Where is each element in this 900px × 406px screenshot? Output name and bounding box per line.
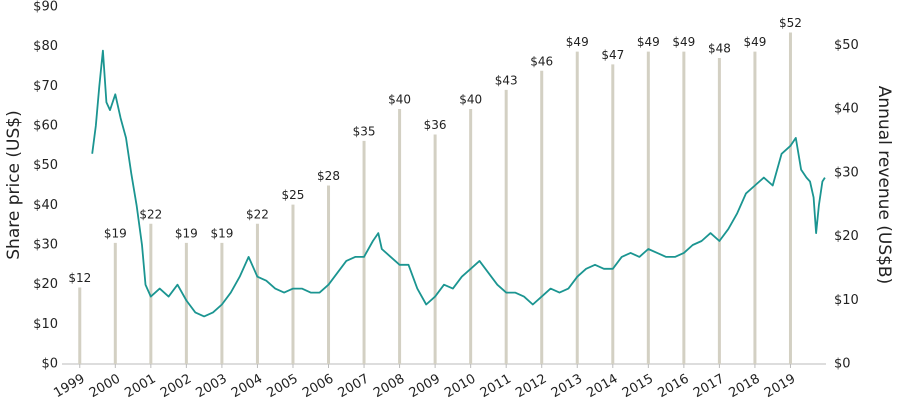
value-label: $28 [317,169,340,183]
revenue-bar [717,58,721,364]
value-label: $19 [175,226,198,240]
y-tick-label: $40 [33,198,58,213]
revenue-bar [113,242,117,364]
revenue-bar [575,51,579,364]
value-label: $25 [282,188,305,202]
x-tick-label: 2012 [513,372,549,402]
revenue-bar [646,51,650,364]
value-label: $46 [530,54,553,68]
x-tick-label: 2005 [265,372,301,402]
value-label: $40 [459,93,482,107]
y-tick-label: $0 [41,357,58,372]
x-tick-label: 2016 [655,372,691,402]
value-label: $35 [353,124,376,138]
x-tick-label: 2004 [229,372,265,402]
revenue-bar [291,204,295,364]
x-tick-label: 2014 [584,372,620,402]
revenue-bar [433,134,437,364]
y2-tick-label: $30 [834,165,859,180]
value-label: $22 [139,207,162,221]
y-tick-label: $80 [33,39,58,54]
x-tick-label: 2001 [122,372,158,402]
x-tick-label: 2007 [336,372,372,402]
revenue-bar [504,89,508,364]
value-label: $48 [708,42,731,56]
x-tick-label: 2019 [762,372,798,402]
y-tick-label: $10 [33,317,58,332]
revenue-bar [398,109,402,364]
value-label: $19 [210,226,233,240]
revenue-bar [149,223,153,364]
y2-tick-label: $20 [834,229,859,244]
value-label: $49 [743,35,766,49]
revenue-bar [184,242,188,364]
y-tick-label: $60 [33,119,58,134]
value-label: $19 [104,226,127,240]
y2-axis-title: Annual revenue (US$B) [874,86,894,284]
value-label: $12 [68,271,91,285]
x-tick-label: 1999 [51,372,87,402]
revenue-bar [78,287,82,364]
value-label: $43 [495,73,518,87]
x-tick-label: 2008 [371,372,407,402]
value-label: $49 [566,35,589,49]
revenue-bar [682,51,686,364]
x-tick-label: 2013 [549,372,585,402]
value-label: $52 [779,16,802,30]
y2-tick-label: $40 [834,102,859,117]
x-tick-label: 2010 [442,372,478,402]
y-tick-label: $20 [33,277,58,292]
x-tick-label: 2006 [300,372,336,402]
revenue-bar [469,109,473,364]
x-tick-label: 2015 [620,372,656,402]
revenue-bar [611,64,615,364]
y2-tick-label: $0 [834,357,851,372]
value-label: $40 [388,93,411,107]
share-price-line [91,49,826,318]
x-tick-label: 2017 [691,372,727,402]
y-axis-title: Share price (US$) [4,110,24,260]
value-label: $47 [601,48,624,62]
revenue-bar [753,51,757,364]
x-tick-label: 2011 [478,372,514,402]
revenue-bar [255,223,259,364]
revenue-bar [327,185,331,364]
x-tick-label: 2000 [87,372,123,402]
y2-tick-label: $10 [834,293,859,308]
x-tick-label: 2002 [158,372,194,402]
x-tick-label: 2018 [727,372,763,402]
y-tick-label: $70 [33,79,58,94]
y2-tick-label: $50 [834,38,859,53]
value-label: $36 [424,118,447,132]
y-tick-label: $50 [33,158,58,173]
value-label: $49 [672,35,695,49]
value-label: $49 [637,35,660,49]
value-label: $22 [246,207,269,221]
revenue-bar [362,140,366,364]
x-tick-label: 2003 [193,372,229,402]
revenue-bar [540,70,544,364]
y-tick-label: $90 [33,0,58,15]
revenue-bar [788,32,792,364]
x-tick-label: 2009 [407,372,443,402]
y-tick-label: $30 [33,238,58,253]
